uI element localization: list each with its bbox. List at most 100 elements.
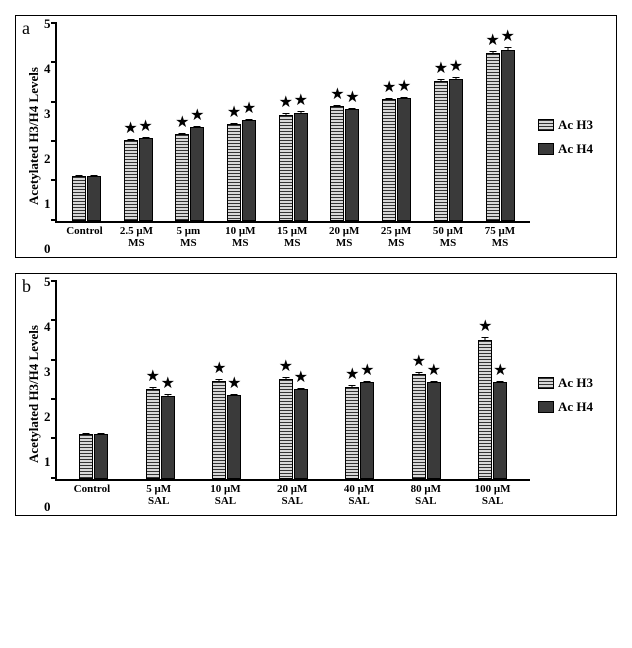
significance-star-icon: ★	[146, 369, 160, 385]
chart-panel-b: bAcetylated H3/H4 Levels543210★★★★★★★★★★…	[15, 273, 617, 516]
bar-h4	[94, 434, 108, 479]
significance-star-icon: ★	[212, 361, 226, 377]
significance-star-icon: ★	[123, 121, 137, 137]
bar-h4: ★	[427, 382, 441, 479]
bar-h3	[72, 176, 86, 221]
bar-h4	[87, 176, 101, 221]
significance-star-icon: ★	[190, 108, 204, 124]
bar-h4: ★	[345, 109, 359, 221]
x-tick-label: 20 μMSAL	[259, 483, 326, 507]
significance-star-icon: ★	[161, 376, 175, 392]
bar-h3: ★	[412, 374, 426, 478]
x-tick-label: Control	[59, 225, 111, 249]
x-tick-label: Control	[59, 483, 126, 507]
bar-h4: ★	[493, 382, 507, 479]
significance-star-icon: ★	[279, 359, 293, 375]
legend-label: Ac H3	[558, 117, 593, 133]
bar-h4: ★	[449, 79, 463, 221]
bar-group: ★★	[260, 379, 327, 479]
significance-star-icon: ★	[360, 363, 374, 379]
bar-h3: ★	[279, 379, 293, 479]
bar-h3: ★	[212, 381, 226, 479]
y-axis-ticks: 543210	[44, 24, 55, 249]
chart-panel-a: aAcetylated H3/H4 Levels543210★★★★★★★★★★…	[15, 15, 617, 258]
bar-h3: ★	[146, 389, 160, 479]
x-tick-label: 5 μMSAL	[125, 483, 192, 507]
bar-group: ★★	[460, 340, 527, 479]
bar-h3: ★	[486, 53, 500, 220]
x-tick-label: 10 μMMS	[214, 225, 266, 249]
bar-group: ★★	[371, 98, 423, 220]
significance-star-icon: ★	[449, 59, 463, 75]
x-tick-label: 50 μMMS	[422, 225, 474, 249]
bar-h4: ★	[501, 50, 515, 221]
x-axis-labels: Control5 μMSAL10 μMSAL20 μMSAL40 μMSAL80…	[55, 481, 531, 507]
bar-group: ★★	[393, 374, 460, 478]
plot-area: ★★★★★★★★★★★★	[55, 282, 531, 481]
x-tick-label: 25 μMMS	[370, 225, 422, 249]
significance-star-icon: ★	[500, 29, 514, 45]
bar-h3: ★	[175, 134, 189, 220]
bar-h3: ★	[478, 340, 492, 479]
bar-h4: ★	[161, 396, 175, 479]
bar-group	[61, 176, 113, 221]
legend-label: Ac H4	[558, 141, 593, 157]
legend-swatch-icon	[538, 143, 554, 155]
bar-group: ★★	[319, 106, 371, 221]
bar-h4: ★	[294, 113, 308, 221]
plot-area: ★★★★★★★★★★★★★★★★	[55, 24, 531, 223]
bar-group: ★★	[267, 113, 319, 221]
bar-h4: ★	[139, 138, 153, 221]
x-tick-label: 80 μMSAL	[392, 483, 459, 507]
bar-h3: ★	[330, 106, 344, 221]
bar-group: ★★	[194, 381, 261, 479]
bar-h3: ★	[434, 81, 448, 221]
significance-star-icon: ★	[330, 87, 344, 103]
x-tick-label: 5 μmMS	[162, 225, 214, 249]
bar-h4: ★	[227, 395, 241, 479]
significance-star-icon: ★	[138, 119, 152, 135]
legend-label: Ac H3	[558, 375, 593, 391]
x-tick-label: 75 μMMS	[474, 225, 526, 249]
bar-group	[61, 434, 128, 479]
x-axis-labels: Control2.5 μMMS5 μmMS10 μMMS15 μMMS20 μM…	[55, 223, 531, 249]
bar-h4: ★	[360, 382, 374, 479]
legend-swatch-icon	[538, 377, 554, 389]
significance-star-icon: ★	[427, 363, 441, 379]
significance-star-icon: ★	[397, 79, 411, 95]
x-tick-label: 100 μMSAL	[459, 483, 526, 507]
significance-star-icon: ★	[382, 80, 396, 96]
bar-group: ★★	[423, 79, 475, 221]
x-tick-label: 40 μMSAL	[326, 483, 393, 507]
significance-star-icon: ★	[478, 319, 492, 335]
bar-h4: ★	[397, 98, 411, 220]
x-tick-label: 15 μMMS	[266, 225, 318, 249]
x-tick-label: 2.5 μMMS	[110, 225, 162, 249]
y-axis-label: Acetylated H3/H4 Levels	[24, 282, 44, 507]
significance-star-icon: ★	[485, 33, 499, 49]
significance-star-icon: ★	[227, 105, 241, 121]
bar-group: ★★	[127, 389, 194, 479]
y-axis-label: Acetylated H3/H4 Levels	[24, 24, 44, 249]
significance-star-icon: ★	[345, 367, 359, 383]
x-tick-label: 20 μMMS	[318, 225, 370, 249]
bar-h3: ★	[227, 124, 241, 221]
legend-swatch-icon	[538, 401, 554, 413]
significance-star-icon: ★	[294, 370, 308, 386]
bar-group: ★★	[164, 127, 216, 221]
legend-swatch-icon	[538, 119, 554, 131]
significance-star-icon: ★	[493, 363, 507, 379]
legend-item: Ac H3	[538, 117, 608, 133]
bar-h4: ★	[242, 120, 256, 220]
significance-star-icon: ★	[279, 95, 293, 111]
bar-group: ★★	[327, 382, 394, 479]
significance-star-icon: ★	[294, 93, 308, 109]
legend-label: Ac H4	[558, 399, 593, 415]
bar-group: ★★	[112, 138, 164, 221]
bar-h3: ★	[124, 140, 138, 221]
bar-h3: ★	[279, 115, 293, 221]
significance-star-icon: ★	[175, 115, 189, 131]
bar-group: ★★	[474, 50, 526, 221]
bar-h3: ★	[382, 99, 396, 221]
bar-h3	[79, 434, 93, 479]
